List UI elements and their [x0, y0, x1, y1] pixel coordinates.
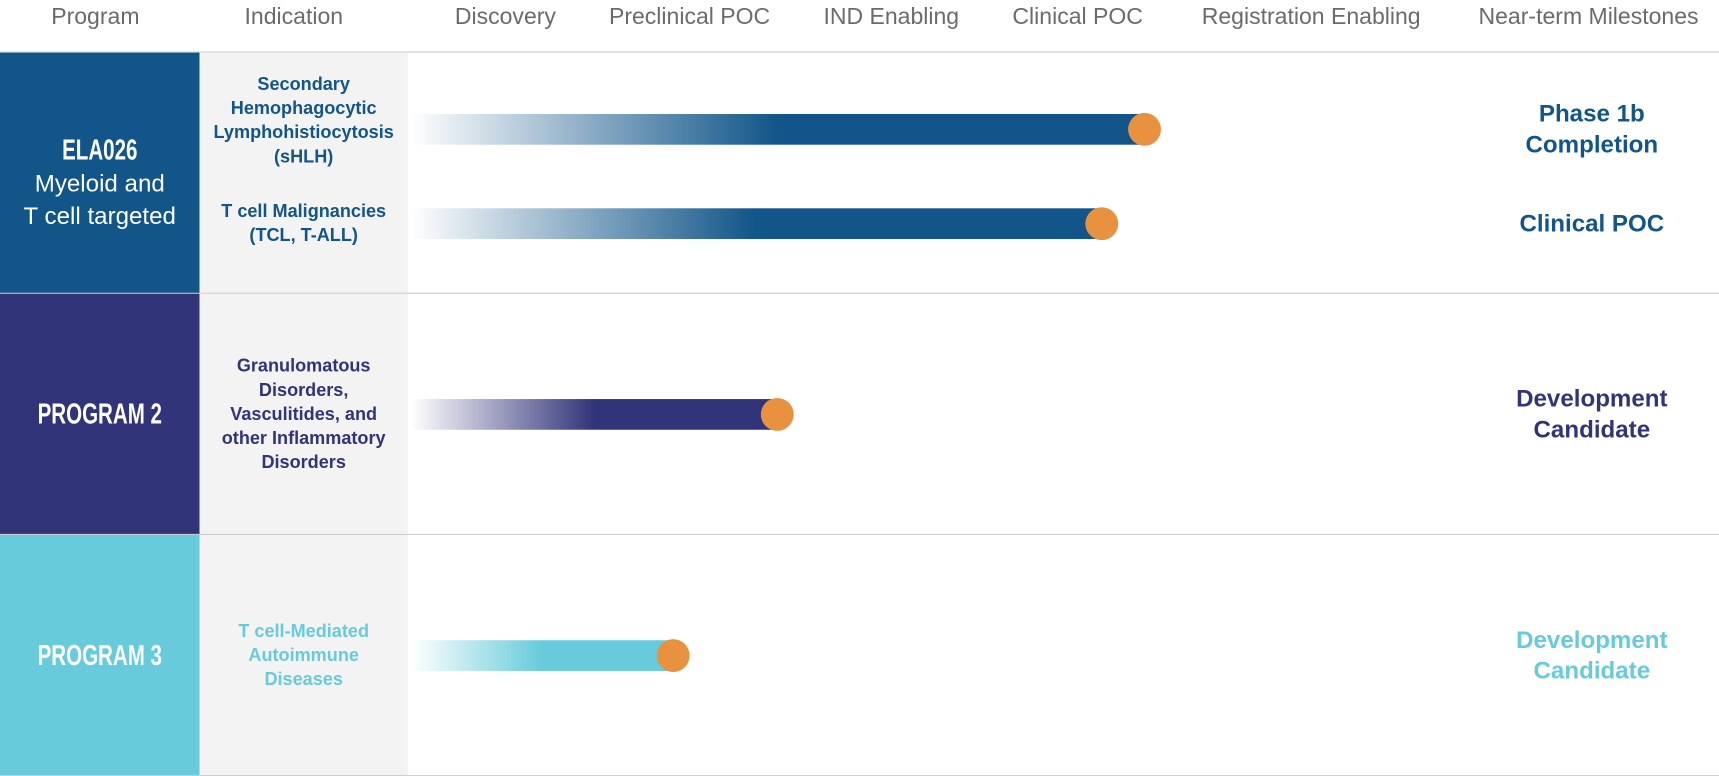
column-header: IND Enabling	[823, 4, 960, 30]
milestone-line: Development	[1516, 384, 1668, 413]
indication-line: (TCL, T-ALL)	[249, 225, 358, 246]
milestone-marker	[1085, 207, 1119, 241]
indication-line: Lymphohistiocytosis	[213, 122, 394, 143]
indication-line: other Inflammatory	[221, 428, 386, 449]
program-cell	[0, 534, 200, 776]
program-subtitle: T cell targeted	[23, 202, 176, 230]
indication-cell	[199, 52, 408, 294]
indication-cell	[199, 293, 408, 535]
milestone-label: Clinical POC	[1519, 208, 1664, 239]
program-label: PROGRAM 3	[13, 639, 186, 673]
column-header: Registration Enabling	[1201, 4, 1421, 30]
indication-line: T cell-Mediated	[238, 621, 370, 642]
program-name: PROGRAM 2	[37, 397, 162, 431]
indication-line: Hemophagocytic	[230, 98, 377, 119]
indication-line: Vasculitides, and	[230, 404, 378, 425]
milestone-line: Candidate	[1533, 415, 1651, 443]
program-cell	[0, 52, 200, 294]
row-divider	[0, 533, 1719, 535]
indication-label: Granulomatous Disorders, Vasculitides, and…	[222, 354, 386, 475]
milestone-label: Development Candidate	[1516, 625, 1667, 686]
program-cell	[0, 293, 200, 535]
indication-label: T cell-Mediated Autoimmune Diseases	[238, 619, 369, 691]
progress-bar	[411, 399, 778, 430]
indication-label: Secondary Hemophagocytic Lymphohistiocytos…	[214, 72, 394, 168]
indication-line: Autoimmune	[248, 645, 359, 666]
column-header: Discovery	[454, 4, 556, 30]
column-header: Clinical POC	[1012, 4, 1143, 30]
milestone-marker	[656, 639, 690, 673]
column-header: Near-term Milestones	[1478, 4, 1699, 30]
indication-line: Diseases	[264, 669, 343, 690]
column-header: Indication	[244, 4, 344, 30]
program-label: ELA026 Myeloid and T cell targeted	[24, 133, 176, 233]
column-header: Preclinical POC	[608, 4, 771, 30]
indication-line: Granulomatous	[236, 356, 371, 377]
indication-line: Disorders	[261, 452, 346, 473]
milestone-line: Candidate	[1533, 656, 1651, 685]
milestone-marker	[1127, 112, 1161, 146]
indication-line: (sHLH)	[274, 146, 334, 167]
column-header: Program	[51, 4, 140, 30]
program-name: ELA026	[62, 133, 138, 167]
milestone-line: Phase 1b	[1538, 99, 1645, 128]
row-divider	[0, 292, 1719, 294]
milestone-line: Completion	[1525, 130, 1659, 158]
indication-line: Secondary	[257, 74, 350, 95]
milestone-marker	[761, 397, 794, 431]
milestone-line: Clinical POC	[1519, 209, 1665, 237]
program-subtitle: Myeloid and	[34, 169, 165, 197]
header-divider	[0, 51, 1719, 53]
indication-line: Disorders,	[258, 380, 349, 401]
milestone-line: Development	[1516, 625, 1668, 654]
program-label: PROGRAM 2	[13, 397, 186, 431]
progress-bar	[411, 114, 1144, 145]
indication-label: T cell Malignancies (TCL, T-ALL)	[221, 200, 386, 248]
program-name: PROGRAM 3	[37, 638, 162, 672]
progress-bar	[411, 208, 1103, 239]
milestone-label: Phase 1b Completion	[1526, 99, 1659, 160]
indication-cell	[199, 534, 408, 776]
progress-bar	[411, 640, 673, 671]
indication-line: T cell Malignancies	[221, 201, 387, 222]
milestone-label: Development Candidate	[1516, 384, 1667, 445]
